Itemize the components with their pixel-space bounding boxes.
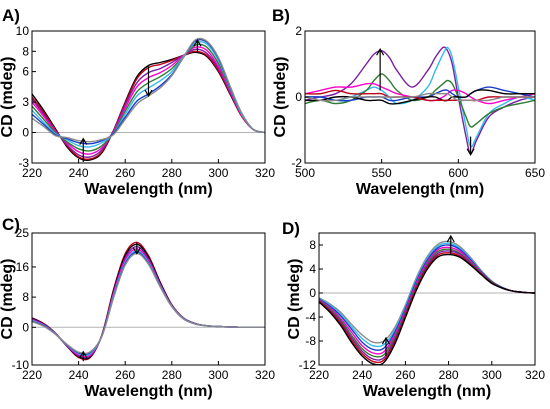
y-tick-label: 0	[295, 90, 302, 104]
chart-panel-4: D) 220 240 260 280 300 320 -12 -8 -4 0 4 8 Wavelength…	[282, 219, 545, 400]
series-group	[32, 241, 265, 361]
panel-label: C)	[2, 215, 20, 234]
x-tick-label: 280	[439, 368, 459, 382]
x-tick-label: 300	[208, 368, 228, 382]
series-line-2	[305, 46, 535, 148]
x-tick-label: 220	[22, 166, 42, 180]
series-line-1	[305, 46, 535, 154]
y-axis-label: CD (mdeg)	[0, 259, 16, 340]
panel-label: D)	[282, 219, 300, 238]
x-tick-label: 260	[115, 166, 135, 180]
series-line-6	[32, 251, 265, 356]
y-tick-label: -12	[299, 358, 317, 372]
y-tick-label: -10	[12, 358, 30, 372]
y-tick-label: 25	[16, 226, 30, 240]
plot-frame	[31, 30, 266, 164]
x-tick-label: 320	[255, 166, 275, 180]
x-tick-label: 260	[395, 368, 415, 382]
y-tick-label: 8	[22, 44, 29, 58]
y-tick-label: 0	[22, 320, 29, 334]
y-tick-label: 4	[309, 262, 316, 276]
x-tick-label: 240	[69, 166, 89, 180]
y-tick-label: 8	[309, 238, 316, 252]
x-tick-label: 650	[525, 166, 545, 180]
series-line-7	[305, 89, 535, 102]
x-tick-label: 550	[372, 166, 392, 180]
y-tick-label: 3	[22, 95, 29, 109]
x-tick-label: 320	[525, 368, 545, 382]
trend-arrow-2	[446, 234, 455, 254]
x-tick-label: 500	[295, 166, 315, 180]
series-line-5	[32, 250, 265, 357]
y-tick-label: 8	[22, 290, 29, 304]
plot-frame	[31, 232, 266, 366]
x-tick-label: 280	[162, 368, 182, 382]
series-line-1	[319, 240, 535, 344]
x-tick-label: 240	[352, 368, 372, 382]
x-tick-label: 260	[115, 368, 135, 382]
trend-arrow-3	[193, 38, 202, 53]
series-line-7	[32, 252, 265, 355]
chart-panel-2: B) 500 550 600 650 -2 0 2 Wavelength (nm) CD (mde…	[272, 6, 545, 198]
x-axis-label: Wavelength (nm)	[363, 383, 491, 400]
plot-frame	[318, 232, 536, 366]
y-tick-label: 0	[22, 126, 29, 140]
series-line-8	[305, 92, 535, 102]
chart-panel-1: A) 220 240 260 280 300 320 -3 0 3 6 8 10 Wavelength (…	[0, 6, 275, 198]
x-tick-label: 320	[255, 368, 275, 382]
series-line-5	[32, 43, 265, 152]
trend-arrow-2	[144, 66, 153, 98]
series-line-8	[319, 253, 535, 365]
x-tick-label: 600	[448, 166, 468, 180]
y-tick-label: -4	[305, 310, 316, 324]
trend-arrow-1	[79, 350, 88, 362]
series-line-6	[305, 89, 535, 105]
y-tick-label: 2	[295, 24, 302, 38]
y-tick-label: 16	[16, 260, 30, 274]
y-axis-label: CD (mdeg)	[0, 57, 16, 138]
chart-panel-3: C) 220 240 260 280 300 320 -10 0 8 16 25 Wavelength …	[0, 215, 275, 400]
y-tick-label: 0	[309, 286, 316, 300]
y-tick-label: -2	[291, 156, 302, 170]
y-tick-label: 10	[16, 24, 30, 38]
x-tick-label: 300	[208, 166, 228, 180]
y-axis-label: CD (mdeg)	[272, 57, 289, 138]
x-tick-label: 280	[162, 166, 182, 180]
y-axis-label: CD (mdeg)	[286, 259, 303, 340]
trend-arrow-2	[466, 136, 475, 156]
trend-arrow-1	[79, 137, 88, 162]
x-tick-label: 240	[69, 368, 89, 382]
x-tick-label: 300	[482, 368, 502, 382]
series-group	[319, 240, 535, 365]
x-tick-label: 220	[22, 368, 42, 382]
y-tick-label: -3	[18, 156, 29, 170]
series-group	[305, 46, 535, 154]
x-axis-label: Wavelength (nm)	[84, 181, 212, 198]
y-tick-label: -8	[305, 334, 316, 348]
trend-arrow-1	[381, 336, 390, 356]
trend-arrow-1	[376, 47, 385, 91]
x-tick-label: 220	[309, 368, 329, 382]
x-axis-label: Wavelength (nm)	[356, 181, 484, 198]
x-axis-label: Wavelength (nm)	[84, 383, 212, 400]
trend-arrow-2	[132, 242, 141, 255]
y-tick-label: 6	[22, 65, 29, 79]
series-group	[32, 37, 265, 162]
panel-label: A)	[2, 6, 20, 25]
panel-label: B)	[272, 6, 290, 25]
